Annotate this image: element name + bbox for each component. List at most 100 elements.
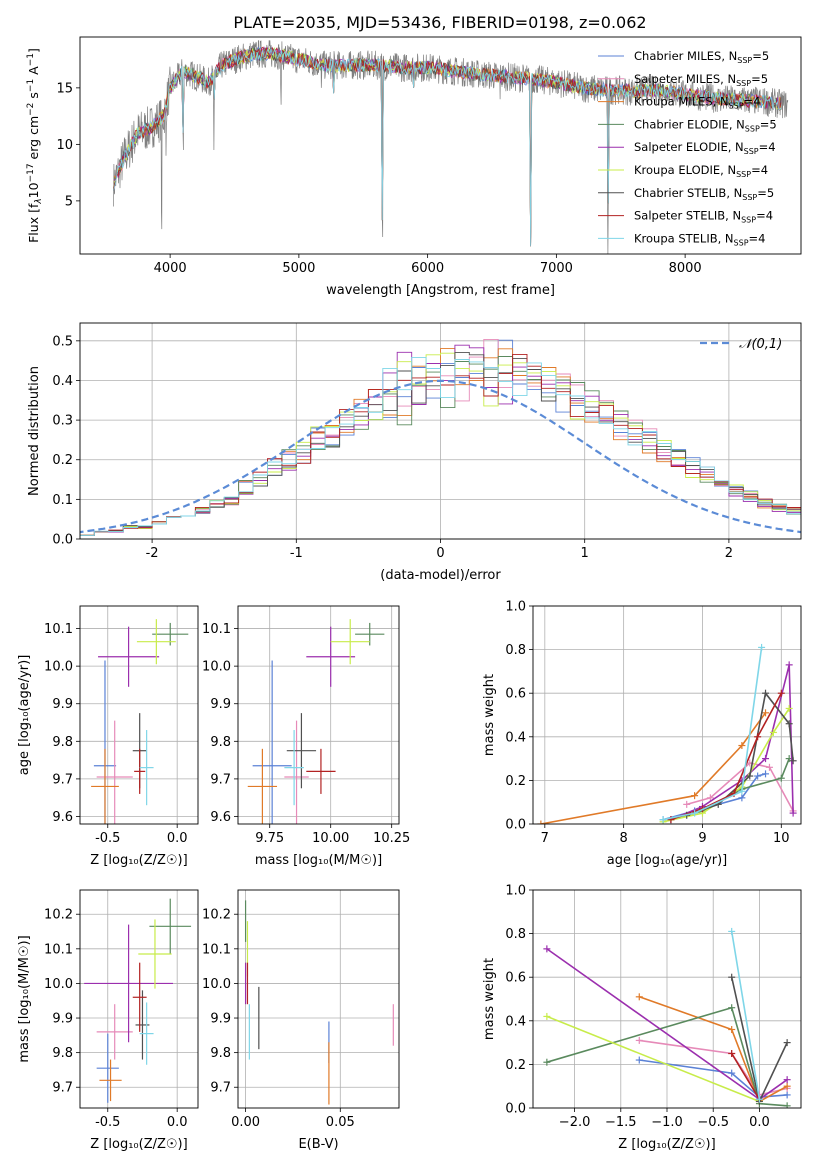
tick-label-y: 1.0 bbox=[505, 884, 526, 899]
tick-label-y: 0.6 bbox=[505, 687, 526, 702]
mw-line-salpeter_stelib bbox=[670, 692, 783, 821]
tick-label-y: 9.7 bbox=[210, 772, 231, 787]
axes-frame bbox=[237, 605, 400, 825]
tick-label-y: 9.6 bbox=[52, 810, 73, 825]
legend-label-gaussian: 𝒩(0,1) bbox=[739, 337, 782, 352]
hist-kroupa_stelib bbox=[80, 356, 801, 537]
y-axis-label: mass weight bbox=[482, 958, 497, 1040]
tick-label-y: 9.9 bbox=[210, 697, 231, 712]
tick-label-y: 9.7 bbox=[52, 772, 73, 787]
tick-label-x: 10 bbox=[773, 831, 790, 846]
tick-label-y: 9.8 bbox=[52, 1046, 73, 1061]
x-axis-label: Z [log₁₀(Z/Z☉)] bbox=[90, 1137, 187, 1152]
mw-line-kroupa_stelib bbox=[730, 931, 761, 1100]
histograms bbox=[80, 338, 801, 537]
tick-label-y: 10.1 bbox=[44, 622, 73, 637]
hist-salpeter_stelib bbox=[80, 353, 801, 537]
tick-label-x: -0.5 bbox=[95, 1115, 120, 1130]
x-axis-label: wavelength [Angstrom, rest frame] bbox=[326, 283, 555, 298]
tick-label-y: 10 bbox=[56, 138, 73, 153]
tick-label-x: 0.05 bbox=[326, 1115, 355, 1130]
figure-title: PLATE=2035, MJD=53436, FIBERID=0198, z=0… bbox=[233, 13, 646, 32]
tick-label-y: 10.2 bbox=[44, 908, 73, 923]
tick-label-y: 10.0 bbox=[202, 660, 231, 675]
axes-frame bbox=[79, 36, 802, 255]
tick-label-x: 0.0 bbox=[167, 831, 188, 846]
legend-label-chabrier_elodie: Chabrier ELODIE, NSSP=5 bbox=[634, 117, 777, 133]
errorbars bbox=[244, 900, 394, 1105]
tick-label-x: 2 bbox=[725, 546, 733, 561]
tick-label-x: −0.5 bbox=[697, 1115, 729, 1130]
mw-lines bbox=[537, 643, 797, 824]
legend: Chabrier MILES, NSSP=5 Salpeter MILES, NS… bbox=[598, 49, 777, 247]
tick-label-x: 0 bbox=[436, 546, 444, 561]
mw-line-chabrier_elodie bbox=[546, 1006, 788, 1107]
tick-label-y: 0.4 bbox=[505, 730, 526, 745]
tick-label-y: 10.2 bbox=[202, 908, 231, 923]
tick-label-x: −2.0 bbox=[559, 1115, 591, 1130]
errorbars bbox=[84, 898, 192, 1103]
errorbars bbox=[91, 619, 189, 824]
axes-frame bbox=[532, 605, 802, 825]
tick-label-y: 9.6 bbox=[210, 810, 231, 825]
tick-label-y: 9.8 bbox=[210, 1046, 231, 1061]
tick-label-y: 0.2 bbox=[505, 774, 526, 789]
tick-label-x: -0.5 bbox=[95, 831, 120, 846]
tick-label-x: 8 bbox=[620, 831, 628, 846]
tick-label-x: 10.25 bbox=[373, 831, 410, 846]
x-axis-label: age [log₁₀(age/yr)] bbox=[607, 853, 728, 868]
tick-label-y: 9.9 bbox=[52, 1012, 73, 1027]
tick-label-y: 10.1 bbox=[202, 942, 231, 957]
y-axis-label: mass [log₁₀(M/M☉)] bbox=[17, 935, 32, 1062]
mw-line-kroupa_miles bbox=[639, 996, 788, 1103]
tick-label-y: 0.2 bbox=[505, 1058, 526, 1073]
tick-label-y: 0.5 bbox=[52, 334, 73, 349]
mw-line-kroupa_elodie bbox=[546, 1015, 760, 1103]
y-axis-label: Normed distribution bbox=[27, 366, 42, 496]
x-axis-label: mass [log₁₀(M/M☉)] bbox=[255, 853, 382, 868]
tick-label-x: 7 bbox=[541, 831, 549, 846]
tick-label-x: 7000 bbox=[540, 261, 573, 276]
tick-label-x: 9 bbox=[698, 831, 706, 846]
axes-frame bbox=[237, 889, 400, 1109]
y-axis-label: mass weight bbox=[482, 674, 497, 756]
tick-label-x: -1 bbox=[290, 546, 303, 561]
tick-label-x: 1 bbox=[581, 546, 589, 561]
mw-line-kroupa_miles bbox=[540, 712, 767, 824]
tick-label-y: 9.8 bbox=[52, 735, 73, 750]
tick-label-y: 0.0 bbox=[505, 1102, 526, 1117]
tick-label-x: 0.00 bbox=[231, 1115, 260, 1130]
x-axis-label: E(B-V) bbox=[298, 1137, 338, 1152]
tick-label-x: −1.5 bbox=[605, 1115, 637, 1130]
tick-label-y: 9.9 bbox=[52, 697, 73, 712]
axes-frame bbox=[532, 889, 802, 1109]
axes-mw_vs_age: 7 8 9 10 0.0 0.2 0.4 0.6 0.8 1.0 age [log₁₀(age/yr… bbox=[482, 600, 802, 868]
gaussian-curve bbox=[80, 379, 801, 534]
axes-mass_vs_ebv: 0.00 0.05 9.7 9.8 9.9 10.0 10.1 10.2 E(B-V) bbox=[202, 889, 400, 1152]
tick-label-x: 10.00 bbox=[312, 831, 349, 846]
mw-line-salpeter_stelib bbox=[731, 1053, 761, 1100]
errorbars bbox=[247, 619, 385, 824]
tick-label-y: 9.7 bbox=[210, 1081, 231, 1096]
tick-label-y: 10.1 bbox=[202, 622, 231, 637]
tick-label-x: 8000 bbox=[669, 261, 702, 276]
legend-label-salpeter_miles: Salpeter MILES, NSSP=5 bbox=[634, 72, 768, 88]
legend-label-chabrier_miles: Chabrier MILES, NSSP=5 bbox=[634, 49, 769, 65]
mw-line-kroupa_stelib bbox=[662, 647, 763, 821]
legend-label-kroupa_elodie: Kroupa ELODIE, NSSP=4 bbox=[634, 163, 768, 179]
spectrum-lines bbox=[113, 40, 789, 254]
axes-age_vs_Z: -0.5 0.0 9.6 9.7 9.8 9.9 10.0 10.1 Z [log₁₀(Z/Z☉… bbox=[17, 605, 199, 868]
tick-label-x: 5000 bbox=[282, 261, 315, 276]
tick-label-y: 0.0 bbox=[505, 818, 526, 833]
axes-frame bbox=[79, 889, 199, 1109]
tick-label-y: 9.8 bbox=[210, 735, 231, 750]
x-axis-label: Z [log₁₀(Z/Z☉)] bbox=[90, 853, 187, 868]
y-axis-label: age [log₁₀(age/yr)] bbox=[17, 655, 32, 776]
x-axis-label: (data-model)/error bbox=[380, 568, 501, 583]
tick-label-x: 6000 bbox=[411, 261, 444, 276]
hist-chabrier_elodie bbox=[80, 356, 801, 537]
tick-label-y: 10.0 bbox=[44, 977, 73, 992]
tick-label-y: 0.3 bbox=[52, 414, 73, 429]
